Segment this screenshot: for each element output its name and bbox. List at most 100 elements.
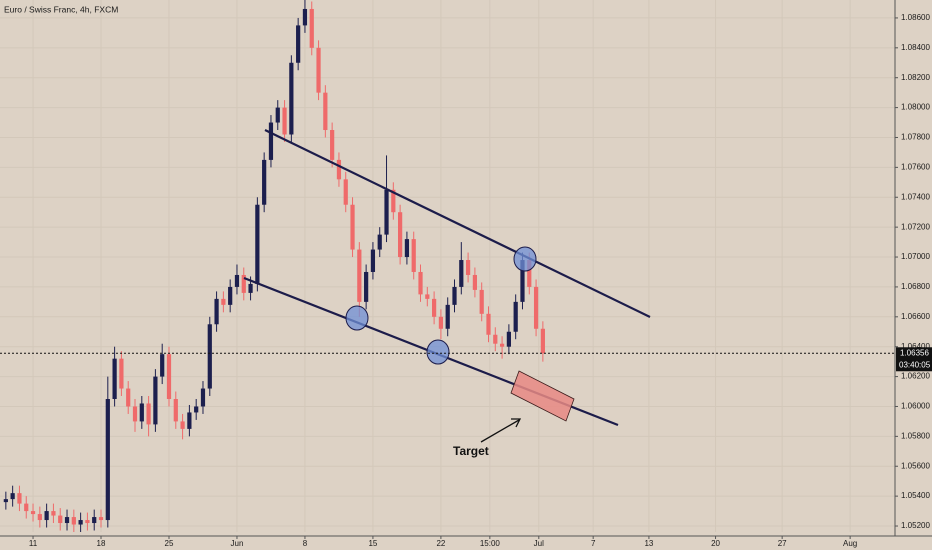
candle-body: [200, 388, 206, 407]
candle-body: [3, 499, 8, 503]
x-tick-label: 13: [644, 539, 653, 548]
y-tick-label: 1.07800: [901, 133, 930, 142]
candle-body: [486, 313, 491, 335]
candle-body: [370, 249, 376, 272]
candle-body: [112, 358, 117, 399]
candle-body: [391, 189, 396, 213]
candle-body: [160, 354, 165, 377]
candle-body: [37, 514, 42, 521]
y-tick-label: 1.05400: [901, 491, 930, 500]
candle-body: [146, 403, 151, 425]
y-tick-label: 1.08600: [901, 13, 930, 22]
candle-body: [98, 517, 104, 521]
candle-body: [214, 298, 219, 325]
candle-body: [289, 62, 294, 135]
y-tick-label: 1.06000: [901, 402, 930, 411]
candle-body: [268, 122, 274, 160]
candle-body: [452, 286, 457, 305]
y-tick-label: 1.07400: [901, 192, 930, 201]
candle-body: [17, 493, 22, 504]
y-tick-label: 1.06800: [901, 282, 930, 291]
target-arrow-head: [511, 418, 522, 428]
candle-body: [438, 316, 444, 329]
x-tick-label: 25: [165, 539, 174, 548]
candle-body: [30, 511, 36, 515]
candle-body: [323, 92, 328, 131]
candle-body: [336, 159, 342, 180]
candle-body: [187, 412, 192, 429]
candle-body: [398, 212, 403, 258]
y-tick-label: 1.06600: [901, 312, 930, 321]
candle-body: [228, 286, 233, 305]
candle-body: [540, 328, 545, 354]
candle-body: [262, 159, 267, 205]
x-tick-label: 15:00: [480, 539, 501, 548]
candle-body: [71, 517, 76, 525]
grid: [0, 0, 895, 532]
candle-body: [533, 286, 539, 329]
x-tick-label: 27: [778, 539, 787, 548]
candle-body: [139, 403, 144, 422]
candle-body: [527, 260, 532, 287]
y-tick-label: 1.06200: [901, 372, 930, 381]
candle-body: [153, 376, 158, 425]
candle-body: [85, 520, 90, 524]
x-tick-label: 18: [97, 539, 106, 548]
candle-body: [411, 239, 416, 272]
candle-body: [296, 25, 301, 63]
candle-body: [377, 234, 382, 250]
candle-body: [520, 260, 525, 302]
candle-body: [58, 515, 63, 524]
candle-body: [51, 511, 56, 516]
candle-body: [119, 358, 124, 389]
candle-body: [221, 298, 226, 305]
candle-body: [194, 406, 199, 413]
y-tick-label: 1.07600: [901, 162, 930, 171]
candle-body: [105, 399, 110, 521]
candle-body: [343, 179, 348, 205]
candle-body: [459, 260, 464, 287]
candle-body: [302, 8, 308, 26]
candle-body: [241, 274, 246, 293]
candle-body: [404, 239, 410, 258]
x-tick-label: 11: [29, 539, 38, 548]
touch-circle: [426, 339, 450, 365]
target-arrow: [480, 419, 520, 443]
y-tick-label: 1.07000: [901, 252, 930, 261]
y-tick-label: 1.08200: [901, 73, 930, 82]
candle-body: [513, 301, 518, 332]
x-tick-label: Jul: [534, 539, 544, 548]
candle-body: [282, 107, 287, 135]
candle-body: [465, 260, 471, 275]
candle-body: [207, 324, 212, 389]
y-tick-label: 1.08400: [901, 43, 930, 52]
candles: [3, 0, 545, 532]
x-tick-label: Aug: [843, 539, 857, 548]
candle-body: [255, 204, 260, 284]
current-price-box: [896, 347, 932, 372]
x-tick-label: 20: [711, 539, 720, 548]
candle-body: [64, 517, 70, 524]
y-tick-label: 1.05200: [901, 521, 930, 530]
touch-circle: [345, 305, 369, 331]
candle-body: [350, 204, 355, 250]
candle-body: [499, 343, 505, 347]
candle-body: [432, 298, 437, 317]
candle-body: [445, 304, 450, 329]
x-tick-label: 7: [591, 539, 596, 548]
y-tick-label: 1.05600: [901, 461, 930, 470]
candle-body: [126, 388, 131, 407]
y-tick-label: 1.05800: [901, 431, 930, 440]
candle-body: [493, 334, 498, 344]
candle-body: [364, 271, 369, 302]
y-tick-label: 1.06400: [901, 342, 930, 351]
candle-body: [506, 331, 511, 347]
candle-body: [248, 283, 253, 293]
candle-body: [418, 271, 423, 295]
annotation: Target: [453, 444, 489, 458]
candle-body: [166, 354, 172, 399]
y-tick-label: 1.08000: [901, 103, 930, 112]
